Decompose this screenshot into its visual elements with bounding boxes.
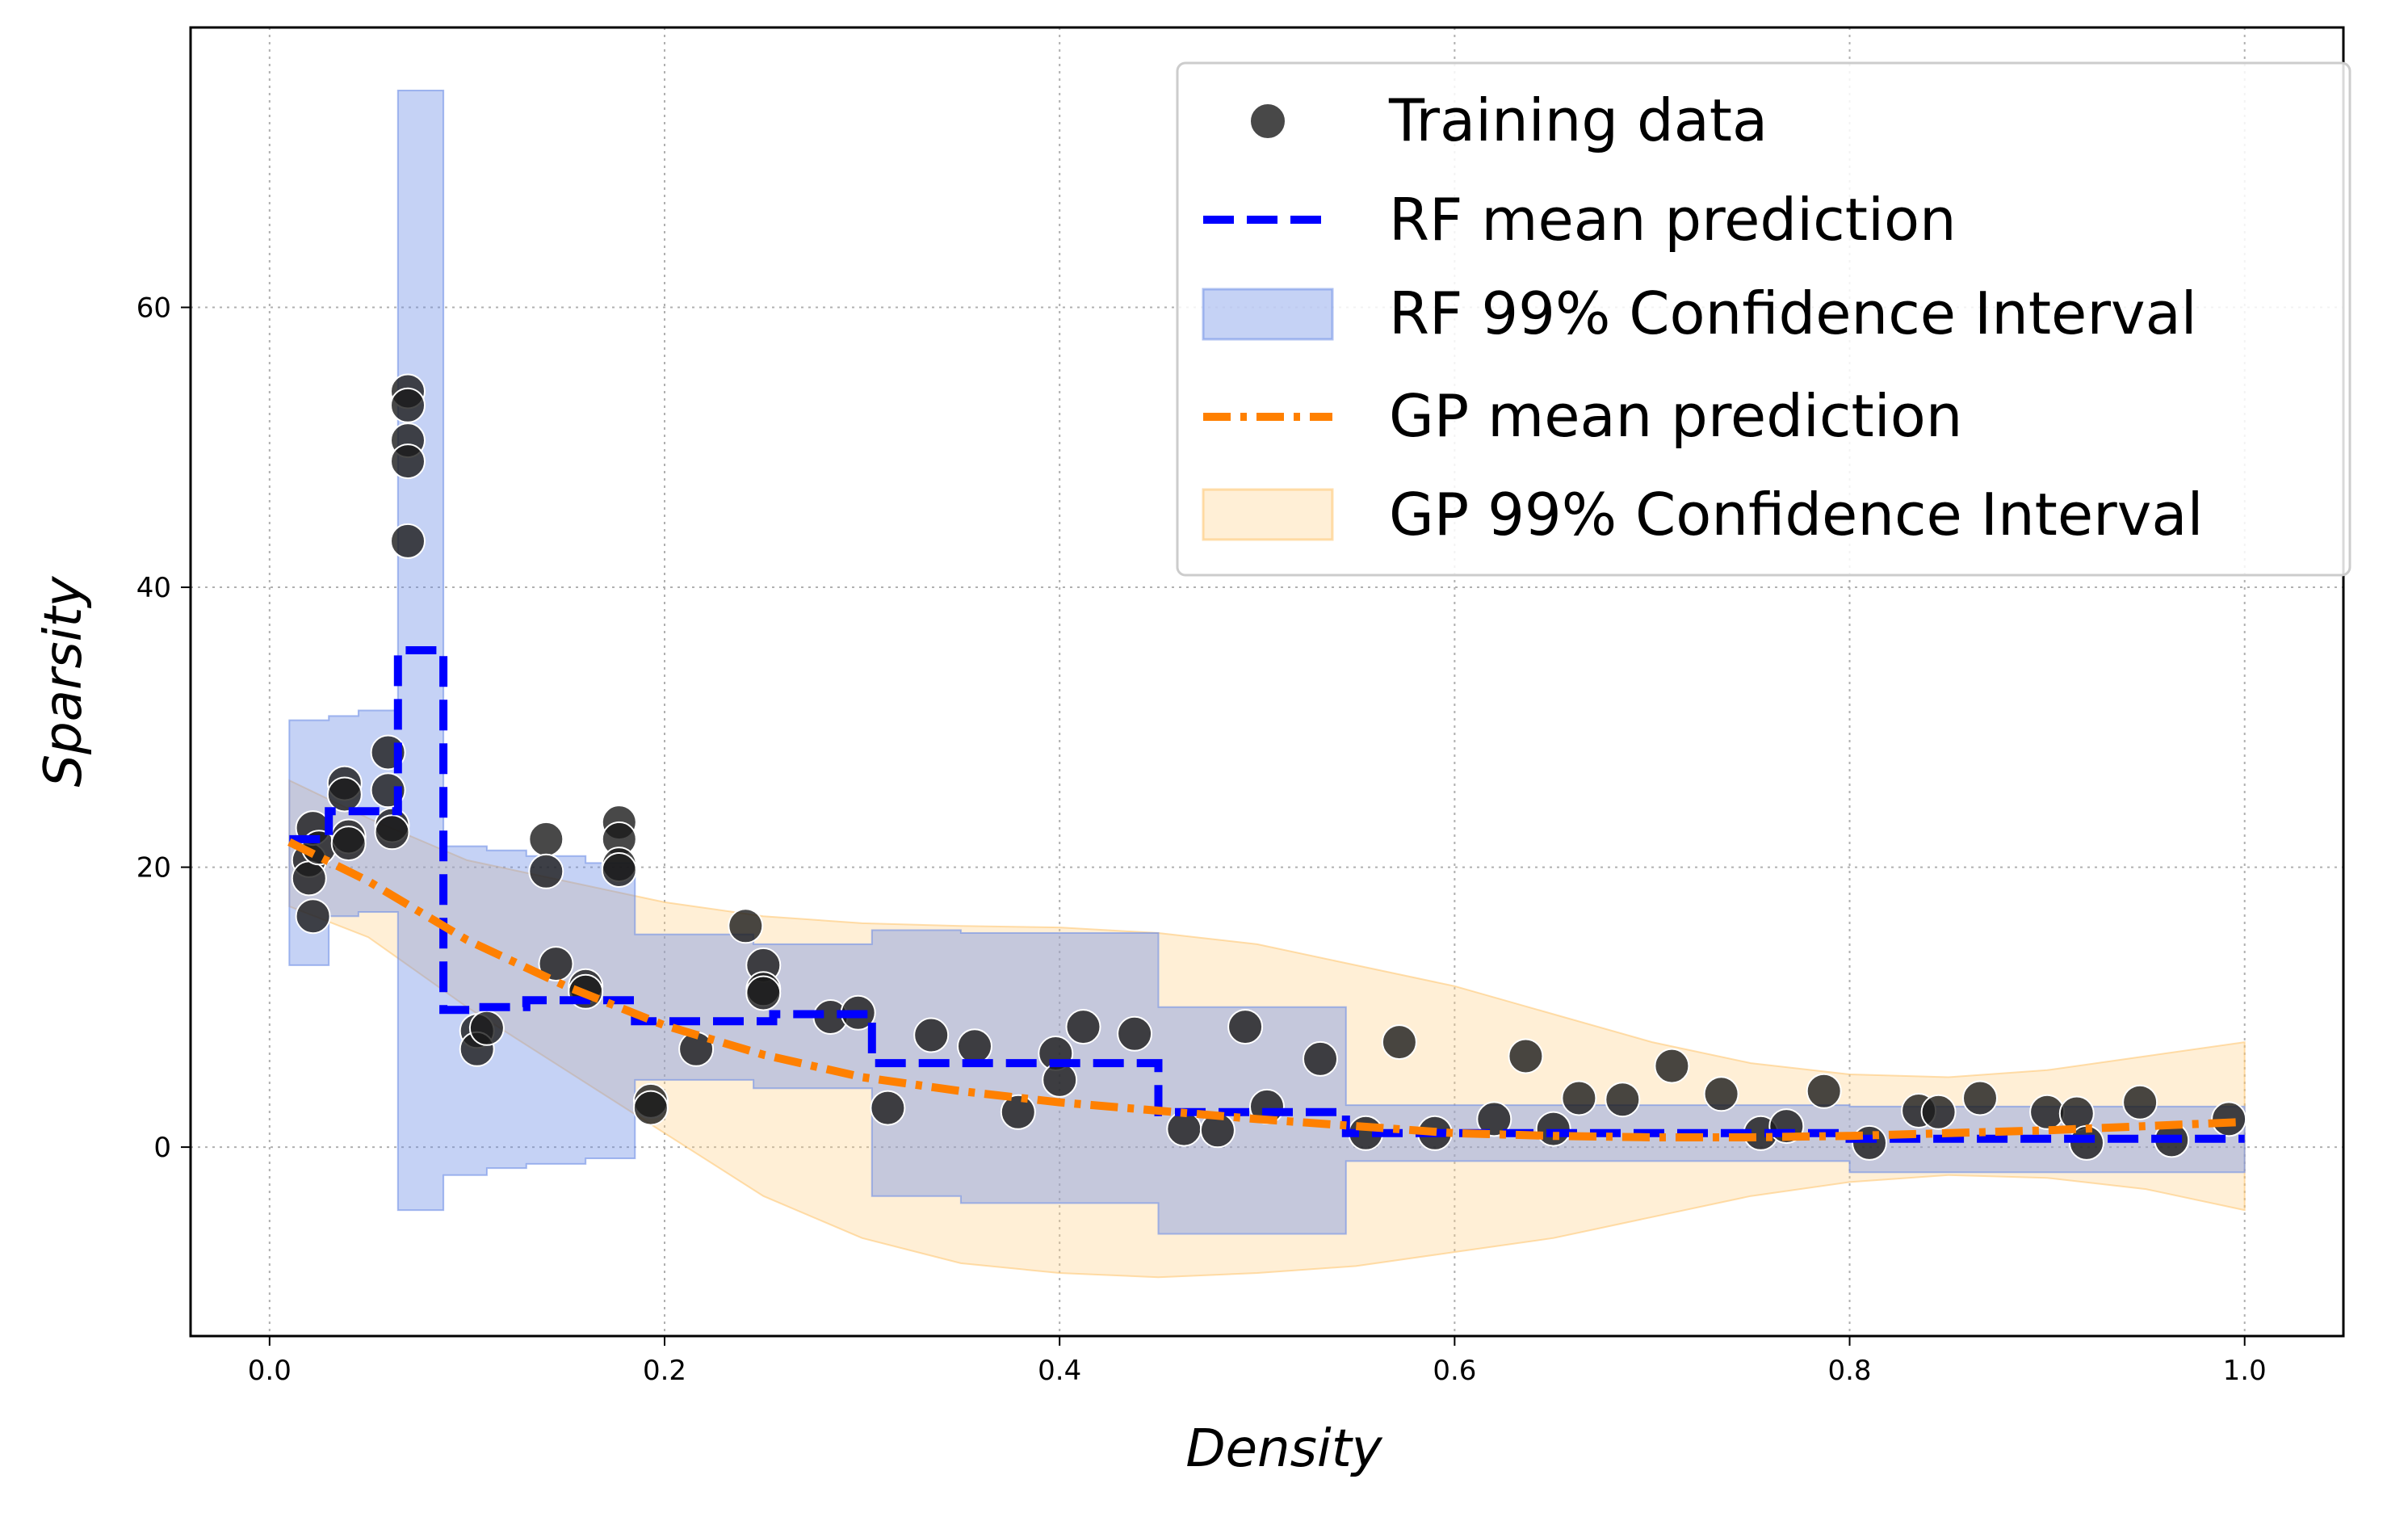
x-tick-label: 0.0	[248, 1355, 292, 1387]
legend-label-gp-mean: GP mean prediction	[1389, 382, 1962, 450]
training-data-point	[728, 908, 764, 944]
training-data-points	[291, 373, 2247, 1161]
training-data-point	[528, 853, 564, 889]
training-data-point	[291, 860, 327, 897]
legend-label-training-data: Training data	[1388, 86, 1768, 154]
training-data-point	[374, 814, 410, 851]
gp-mean-line	[287, 838, 2245, 1141]
x-axis-title: Density	[1185, 1419, 1382, 1479]
training-data-point	[330, 826, 367, 862]
x-tick-label: 0.2	[643, 1355, 686, 1387]
gp-mean-prediction-line	[287, 838, 2245, 1141]
training-data-point	[1605, 1082, 1641, 1118]
training-data-point	[957, 1028, 992, 1065]
training-data-point	[1065, 1009, 1101, 1045]
training-data-point	[1042, 1061, 1078, 1098]
y-tick-label: 20	[136, 852, 171, 885]
rf-mean-line	[289, 646, 2245, 1143]
training-data-point	[1117, 1015, 1153, 1052]
training-data-point	[390, 387, 426, 423]
training-data-point	[326, 776, 363, 813]
x-axis-ticks: 0.0 0.2 0.4 0.6 0.8 1.0	[248, 1336, 2267, 1387]
y-axis-ticks: 0 20 40 60	[136, 292, 191, 1164]
x-tick-label: 0.8	[1827, 1355, 1871, 1387]
y-tick-label: 40	[136, 572, 171, 604]
training-data-point	[1476, 1101, 1512, 1137]
training-data-point	[1703, 1076, 1739, 1112]
training-data-point	[1381, 1024, 1417, 1061]
legend: Training data RF mean prediction RF 99% …	[1176, 61, 2351, 577]
legend-gp-interval-patch	[1202, 488, 1334, 541]
training-data-point	[1806, 1073, 1842, 1109]
legend-label-rf-interval: RF 99% Confidence Interval	[1389, 279, 2197, 347]
rf-mean-prediction-line	[289, 646, 2245, 1143]
training-data-point	[1852, 1124, 1887, 1161]
training-data-point	[1962, 1080, 1998, 1116]
training-data-point	[745, 975, 782, 1011]
gp-confidence-band-area	[288, 779, 2246, 1279]
plot-frame	[189, 26, 2345, 1338]
y-tick-label: 60	[136, 292, 171, 325]
training-data-point	[468, 1010, 505, 1046]
y-axis-title: Sparsity	[34, 575, 94, 787]
training-data-point	[538, 946, 574, 982]
training-data-point	[601, 852, 637, 888]
y-tick-label: 0	[153, 1132, 171, 1164]
training-data-point	[632, 1090, 669, 1126]
legend-training-data-marker	[1249, 103, 1286, 140]
training-data-point	[1535, 1111, 1571, 1147]
training-data-point	[1508, 1038, 1544, 1074]
training-data-point	[528, 821, 564, 857]
training-data-point	[1561, 1080, 1597, 1116]
training-data-point	[1166, 1111, 1202, 1147]
training-data-point	[390, 443, 426, 480]
x-tick-label: 0.6	[1433, 1355, 1476, 1387]
training-data-point	[1227, 1009, 1264, 1045]
x-tick-label: 0.4	[1038, 1355, 1081, 1387]
gp-confidence-band	[288, 779, 2246, 1279]
legend-frame	[1176, 61, 2351, 577]
rf-confidence-band-area	[288, 90, 2246, 1235]
training-data-point	[1000, 1094, 1036, 1130]
training-data-point	[870, 1090, 906, 1126]
legend-label-gp-interval: GP 99% Confidence Interval	[1389, 481, 2203, 548]
training-data-point	[1920, 1094, 1957, 1130]
legend-label-rf-mean: RF mean prediction	[1389, 186, 1957, 254]
training-data-point	[1654, 1048, 1690, 1084]
training-data-point	[2122, 1084, 2158, 1120]
x-tick-label: 1.0	[2223, 1355, 2267, 1387]
legend-rf-interval-patch	[1202, 288, 1334, 341]
rf-confidence-band	[288, 90, 2246, 1235]
training-data-point	[390, 523, 426, 559]
training-data-point	[913, 1017, 950, 1053]
training-data-point	[2029, 1094, 2066, 1130]
training-data-point	[1303, 1040, 1338, 1077]
training-data-point	[295, 898, 331, 935]
